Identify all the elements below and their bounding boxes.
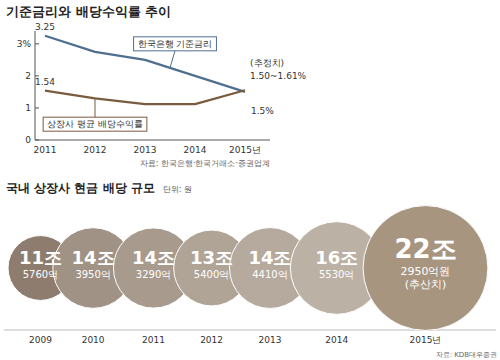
x-tick-label: 2013: [258, 335, 281, 345]
data-label-part: 14조: [248, 247, 291, 268]
subtitle: 단위: 원: [163, 185, 192, 194]
data-label-part: 3950억: [75, 269, 110, 280]
data-label-part: 5530억: [319, 269, 354, 280]
source: 자료: 한국은행·한국거래소·증권업계: [140, 159, 270, 168]
data-label: 14조3950억: [72, 247, 115, 280]
series-line: [45, 36, 245, 92]
x-tick-label: 2011: [142, 335, 165, 345]
data-label: 3.25: [35, 22, 55, 32]
data-label-part: 22조: [394, 234, 456, 264]
data-label-part: 4410억: [252, 269, 287, 280]
x-tick-label: 2015년: [410, 335, 442, 345]
data-label: 22조2950억원(추산치): [394, 234, 456, 291]
data-label-part: 2950억원: [400, 265, 450, 278]
plot-area: [45, 36, 245, 104]
data-label: 1.5%: [251, 106, 274, 116]
data-label-part: 16조: [315, 247, 358, 268]
legend-box: [43, 117, 147, 131]
data-label: 1.54: [35, 77, 55, 87]
y-tick-label: 1: [25, 103, 31, 113]
y-tick-label: 2: [25, 71, 31, 81]
legend-leader: [170, 51, 175, 68]
data-label-part: 14조: [132, 247, 175, 268]
chart-title: 기준금리와 배당수익률 추이: [6, 4, 171, 19]
data-label-part: 11조: [19, 247, 62, 268]
bubble-chart: 국내 상장사 현금 배당 규모단위: 원11조5760억14조3950억14조3…: [4, 181, 497, 359]
data-label-part: 3290억: [136, 269, 171, 280]
data-label-part: 13조: [190, 247, 233, 268]
legend-label: 한국은행 기준금리: [138, 39, 213, 49]
legend-box: [134, 37, 217, 51]
x-tick-label: 2014: [325, 335, 348, 345]
data-label: 16조5530억: [315, 247, 358, 280]
source: 자료: KDB대우증권: [436, 351, 497, 359]
y-tick: [35, 140, 39, 141]
data-label-part: 14조: [72, 247, 115, 268]
data-label-part: (추산치): [405, 278, 447, 291]
data-label: 14조4410억: [248, 247, 291, 280]
annotation: (추정치): [250, 58, 284, 68]
x-tick-label: 2009: [29, 335, 52, 345]
data-label-part: 5760억: [23, 269, 58, 280]
chart-title: 국내 상장사 현금 배당 규모: [6, 181, 155, 195]
data-label: 13조5400억: [190, 247, 233, 280]
bubbles: [8, 206, 488, 331]
series-line: [45, 90, 245, 104]
chart-canvas: 기준금리와 배당수익률 추이 0 1 2 3% 2011 2012 2013 2014 2015년…: [0, 0, 500, 360]
x-tick-label: 2011: [34, 145, 57, 155]
annotation: 1.50~1.61%: [250, 71, 307, 81]
x-tick-label: 2012: [200, 335, 223, 345]
x-tick-label: 2010: [82, 335, 105, 345]
y-tick-label: 0: [25, 135, 31, 145]
line-chart: 기준금리와 배당수익률 추이 0 1 2 3% 2011 2012 2013 2014 2015년…: [6, 4, 307, 168]
y-tick-label: 3%: [17, 39, 32, 49]
x-tick-label: 2014: [184, 145, 207, 155]
data-label-part: 5400억: [194, 269, 229, 280]
bubble: [363, 206, 488, 331]
x-tick-label: 2015년: [229, 145, 261, 155]
data-label: 14조3290억: [132, 247, 175, 280]
x-tick-label: 2013: [134, 145, 157, 155]
data-label: 11조5760억: [19, 247, 62, 280]
x-axis: [35, 140, 270, 141]
y-tick: [35, 107, 39, 108]
legend-leader: [95, 98, 96, 117]
legend-label: 상장사 평균 배당수익률: [47, 119, 143, 129]
x-tick-label: 2012: [84, 145, 107, 155]
y-tick: [35, 43, 39, 44]
